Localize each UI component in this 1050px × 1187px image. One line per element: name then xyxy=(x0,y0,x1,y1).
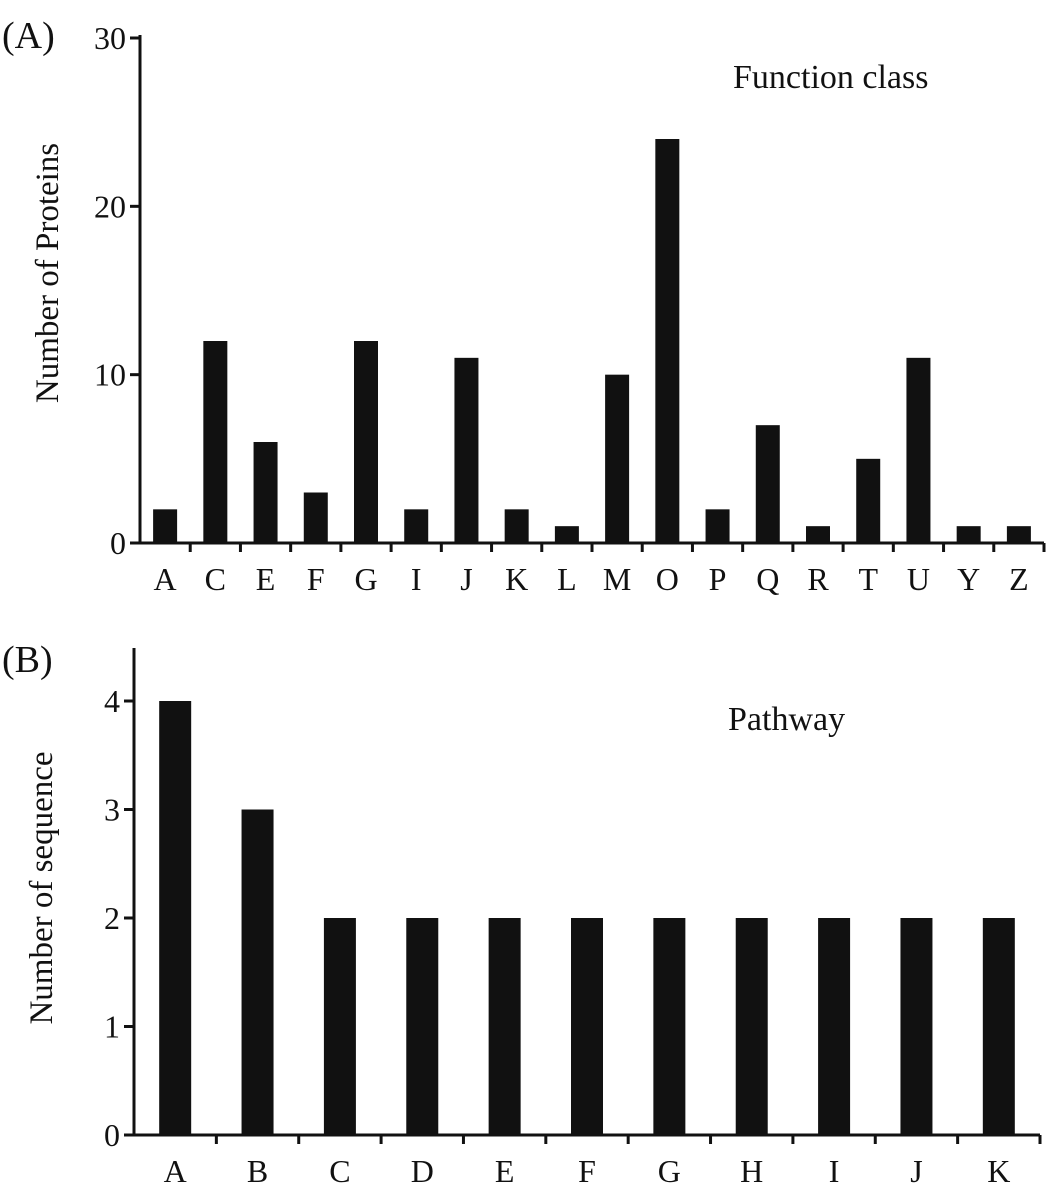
panel-b-y-tick-label: 4 xyxy=(104,683,120,719)
panel-b-bar-a xyxy=(159,701,192,1135)
panel-a-bar-q xyxy=(755,425,780,543)
panel-b-bar-j xyxy=(900,918,933,1135)
panel-b-y-tick-label: 2 xyxy=(104,900,120,936)
panel-b-bar-h xyxy=(735,918,768,1135)
panel-a-x-tick-label: C xyxy=(205,561,226,597)
panel-b-marks: 0 1 2 3 4 A B C D E F G H I J K xyxy=(104,683,1042,1187)
panel-a-x-tick-label: G xyxy=(354,561,377,597)
panel-a-label: (A) xyxy=(2,15,55,57)
panel-b-bar-i xyxy=(818,918,851,1135)
panel-a-x-tick-label: K xyxy=(505,561,528,597)
panel-b-bar-d xyxy=(406,918,439,1135)
panel-a-bar-l xyxy=(554,526,579,543)
panel-b-pathway-chart: (B) Pathway Number of sequence 0 1 2 3 4 A B C D… xyxy=(2,639,1042,1187)
panel-b-x-tick-label: H xyxy=(740,1153,763,1187)
panel-a-bar-k xyxy=(504,509,529,543)
panel-b-bar-f xyxy=(571,918,603,1135)
panel-a-x-tick-label: J xyxy=(460,561,472,597)
panel-a-y-tick-label: 10 xyxy=(94,357,126,393)
panel-b-y-tick-label: 1 xyxy=(104,1009,120,1045)
panel-b-x-tick-label: F xyxy=(578,1153,596,1187)
panel-a-y-tick-label: 20 xyxy=(94,188,126,224)
panel-b-annotation: Pathway xyxy=(728,701,845,738)
panel-a-bar-r xyxy=(806,526,830,543)
panel-b-y-axis-title: Number of sequence xyxy=(24,751,60,1024)
panel-a-x-tick-label: L xyxy=(557,561,577,597)
panel-a-x-tick-label: A xyxy=(154,561,177,597)
panel-b-x-tick-label: D xyxy=(411,1153,434,1187)
panel-a-bar-z xyxy=(1006,526,1031,543)
panel-b-x-tick-label: E xyxy=(495,1153,515,1187)
panel-a-y-tick-label: 0 xyxy=(110,525,126,561)
panel-b-x-tick-label: A xyxy=(164,1153,187,1187)
panel-a-annotation: Function class xyxy=(733,59,928,96)
panel-a-x-tick-label: I xyxy=(411,561,422,597)
panel-a-x-tick-label: O xyxy=(656,561,679,597)
panel-b-bar-e xyxy=(488,918,521,1135)
panel-a-bar-u xyxy=(906,357,931,543)
panel-b-x-tick-label: G xyxy=(658,1153,681,1187)
panel-b-y-tick-label: 3 xyxy=(104,792,120,828)
panel-b-bar-k xyxy=(982,918,1015,1135)
panel-a-x-tick-label: U xyxy=(907,561,930,597)
panel-b-x-tick-label: J xyxy=(910,1153,922,1187)
panel-a-x-tick-label: Y xyxy=(957,561,980,597)
panel-a-bar-e xyxy=(253,442,278,543)
panel-a-bar-g xyxy=(354,341,378,543)
panel-a-y-tick-label: 30 xyxy=(94,20,126,56)
panel-b-bar-g xyxy=(653,918,686,1135)
panel-b-x-tick-label: K xyxy=(987,1153,1010,1187)
panel-a-bar-p xyxy=(705,509,730,543)
panel-a-bar-o xyxy=(655,139,680,543)
panel-a-x-tick-label: Q xyxy=(756,561,779,597)
panel-a-bar-c xyxy=(203,341,228,543)
panel-a-bar-y xyxy=(956,526,981,543)
panel-a-x-tick-label: M xyxy=(603,561,631,597)
panel-a-x-tick-label: E xyxy=(256,561,276,597)
panel-a-function-class-chart: (A) Function class Number of Proteins 0 1… xyxy=(2,15,1046,597)
panel-a-bar-t xyxy=(856,458,881,543)
panel-a-x-tick-label: P xyxy=(709,561,727,597)
panel-a-bar-i xyxy=(404,509,429,543)
panel-a-marks: 0 10 20 30 A C E F G I J K L M O P Q R T U Y Z xyxy=(94,20,1046,597)
panel-b-x-tick-label: B xyxy=(247,1153,268,1187)
panel-a-x-tick-label: R xyxy=(807,561,829,597)
panel-b-bar-c xyxy=(323,918,356,1135)
panel-b-y-tick-label: 0 xyxy=(104,1117,120,1153)
panel-b-label: (B) xyxy=(2,639,53,681)
panel-a-x-tick-label: Z xyxy=(1009,561,1029,597)
panel-b-bar-b xyxy=(241,809,274,1135)
panel-a-bar-a xyxy=(153,509,178,543)
panel-b-x-tick-label: I xyxy=(829,1153,840,1187)
panel-b-x-tick-label: C xyxy=(329,1153,350,1187)
panel-a-y-axis-title: Number of Proteins xyxy=(30,143,66,403)
panel-a-x-tick-label: F xyxy=(307,561,325,597)
panel-a-bar-j xyxy=(454,357,479,543)
panel-a-bar-f xyxy=(303,492,328,543)
panel-a-bar-m xyxy=(605,374,630,543)
panel-a-x-tick-label: T xyxy=(858,561,878,597)
